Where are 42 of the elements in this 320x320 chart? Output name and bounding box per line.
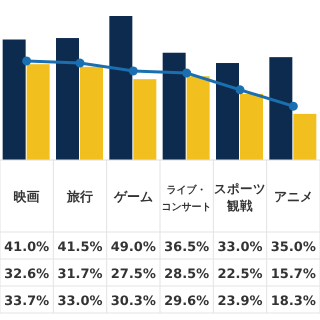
data-label: 33.0% — [217, 240, 263, 255]
x-tick-label: 映画 — [14, 190, 40, 205]
point — [182, 68, 192, 78]
data-label: 33.7% — [4, 294, 50, 309]
bar — [186, 76, 210, 160]
point — [288, 102, 298, 111]
data-label: 22.5% — [217, 267, 263, 282]
x-tick-label: ライブ・コンサート — [162, 184, 212, 213]
bar — [2, 40, 26, 160]
x-tick-label: アニメ — [274, 190, 313, 205]
bar — [240, 94, 263, 160]
data-label: 29.6% — [164, 294, 210, 309]
bar — [133, 79, 156, 160]
data-label: 27.5% — [110, 267, 156, 282]
data-label: 35.0% — [270, 240, 316, 255]
data-label: 23.9% — [217, 294, 263, 309]
bar — [293, 114, 316, 160]
bar — [56, 38, 79, 160]
data-label: 31.7% — [57, 267, 103, 282]
data-label: 41.0% — [4, 240, 50, 255]
data-label: 41.5% — [57, 240, 103, 255]
point — [22, 56, 32, 66]
bar — [269, 57, 292, 160]
data-label: 28.5% — [164, 267, 210, 282]
bar — [216, 63, 239, 160]
point — [236, 85, 244, 94]
x-tick-label: 旅行 — [66, 189, 93, 205]
bar — [162, 52, 186, 160]
data-label: 32.6% — [4, 267, 50, 282]
bar — [26, 64, 50, 160]
bar — [80, 66, 103, 160]
point — [76, 58, 84, 68]
x-tick-label: ゲーム — [112, 190, 153, 205]
data-label: 15.7% — [270, 267, 316, 282]
data-label: 33.0% — [57, 294, 103, 309]
data-label: 36.5% — [164, 240, 210, 255]
point — [128, 66, 138, 76]
data-label: 49.0% — [110, 240, 156, 255]
data-label: 30.3% — [110, 294, 156, 309]
x-tick-label: スポーツ観戦 — [214, 181, 266, 213]
data-label: 18.3% — [270, 294, 316, 309]
bar — [109, 16, 132, 160]
